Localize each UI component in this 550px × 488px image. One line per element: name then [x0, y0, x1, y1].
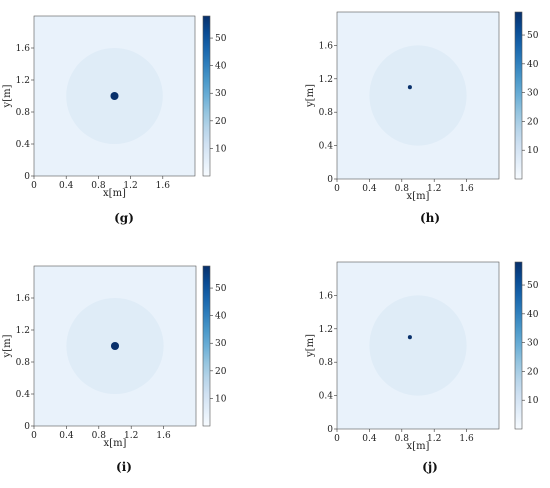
panel-i: 0 0.4 0.8 1.2 1.6 0 0.4 0.8 1.2 1.6 x[m] y[m] 10 20 30… [2, 265, 227, 474]
colorbar-tick-label: 20 [527, 117, 539, 127]
x-tick-label: 0.4 [362, 184, 377, 194]
y-tick-label: 0 [327, 425, 333, 435]
x-tick-label: 1.6 [459, 184, 474, 194]
heatmap-source-point [407, 335, 412, 340]
y-tick-label: 1.2 [319, 325, 333, 335]
panel-g: 0 0.4 0.8 1.2 1.6 0 0.4 0.8 1.2 1.6 x[m] y[m] 10 20 30… [2, 15, 227, 225]
x-axis-label: x[m] [407, 441, 430, 452]
y-axis-label: y[m] [2, 334, 13, 358]
x-axis-label: x[m] [407, 191, 430, 202]
colorbar-tick-label: 30 [527, 89, 539, 99]
x-tick-label: 1.2 [427, 184, 441, 194]
y-tick-label: 0.4 [319, 392, 334, 402]
plot-frame [33, 265, 197, 427]
x-tick-label: 0 [31, 181, 37, 191]
plot-frame [336, 261, 500, 430]
plot-frame [336, 11, 500, 180]
x-tick-label: 0.8 [395, 184, 410, 194]
panel-caption: (j) [422, 460, 438, 474]
y-tick-label: 0.4 [16, 390, 31, 400]
panel-h: 0 0.4 0.8 1.2 1.6 0 0.4 0.8 1.2 1.6 x[m] y[m] 10 20 30… [305, 11, 539, 225]
colorbar-tick-label: 40 [527, 60, 539, 70]
colorbar-tick-label: 40 [215, 312, 227, 322]
y-tick-label: 1.2 [16, 326, 30, 336]
x-tick-label: 1.6 [156, 431, 171, 441]
y-tick-label: 0.4 [319, 142, 334, 152]
colorbar-tick-label: 20 [215, 367, 227, 377]
y-tick-label: 0 [327, 175, 333, 185]
heatmap-region-circle [369, 295, 467, 396]
x-axis-label: x[m] [104, 438, 127, 449]
colorbar [514, 261, 523, 430]
colorbar-tick-label: 30 [215, 89, 227, 99]
colorbar-tick-label: 50 [527, 31, 539, 41]
heatmap-region-circle [369, 45, 467, 146]
colorbar [202, 15, 211, 177]
colorbar [514, 11, 523, 180]
y-tick-label: 1.6 [16, 44, 31, 54]
y-tick-label: 0.8 [16, 358, 31, 368]
colorbar-tick-label: 20 [527, 367, 539, 377]
colorbar-tick-label: 10 [215, 394, 227, 404]
colorbar [202, 265, 211, 427]
y-tick-label: 0.8 [16, 108, 31, 118]
x-tick-label: 0.4 [59, 181, 74, 191]
x-tick-label: 1.2 [427, 434, 441, 444]
panel-caption: (h) [420, 211, 440, 225]
y-tick-label: 0.4 [16, 140, 31, 150]
heatmap-source-point [407, 85, 412, 90]
plot-frame [33, 15, 196, 177]
x-tick-label: 1.6 [156, 181, 171, 191]
x-tick-label: 0 [334, 184, 340, 194]
y-axis-label: y[m] [2, 84, 13, 108]
colorbar-tick-label: 50 [215, 284, 227, 294]
x-tick-label: 1.2 [124, 431, 138, 441]
x-tick-label: 0 [334, 434, 340, 444]
x-tick-label: 0.8 [91, 181, 106, 191]
y-tick-label: 1.2 [16, 76, 30, 86]
y-tick-label: 1.6 [319, 41, 334, 51]
x-tick-label: 1.6 [459, 434, 474, 444]
panel-j: 0 0.4 0.8 1.2 1.6 0 0.4 0.8 1.2 1.6 x[m] y[m] 10 20 30… [305, 261, 539, 474]
y-axis-label: y[m] [305, 84, 316, 108]
y-axis-label: y[m] [305, 334, 316, 358]
y-tick-label: 0 [24, 422, 30, 432]
heatmap-source-point [110, 342, 120, 350]
y-tick-label: 1.6 [319, 291, 334, 301]
colorbar-tick-label: 30 [215, 339, 227, 349]
colorbar-tick-label: 40 [215, 62, 227, 72]
colorbar-tick-label: 30 [527, 339, 539, 349]
panel-caption: (g) [114, 211, 134, 225]
x-tick-label: 0.8 [395, 434, 410, 444]
x-tick-label: 0.4 [59, 431, 74, 441]
x-tick-label: 0.4 [362, 434, 377, 444]
y-tick-label: 1.6 [16, 294, 31, 304]
colorbar-tick-label: 50 [215, 34, 227, 44]
y-tick-label: 0 [24, 172, 30, 182]
panel-caption: (i) [116, 460, 132, 474]
x-axis-label: x[m] [103, 188, 126, 199]
x-tick-label: 1.2 [123, 181, 137, 191]
x-tick-label: 0 [31, 431, 37, 441]
colorbar-tick-label: 10 [527, 396, 539, 406]
x-tick-label: 0.8 [92, 431, 107, 441]
y-tick-label: 0.8 [319, 108, 334, 118]
heatmap-source-point [110, 92, 119, 100]
colorbar-tick-label: 10 [527, 146, 539, 156]
colorbar-tick-label: 50 [527, 281, 539, 291]
colorbar-tick-label: 40 [527, 310, 539, 320]
colorbar-tick-label: 20 [215, 117, 227, 127]
y-tick-label: 0.8 [319, 358, 334, 368]
colorbar-tick-label: 10 [215, 144, 227, 154]
y-tick-label: 1.2 [319, 75, 333, 85]
